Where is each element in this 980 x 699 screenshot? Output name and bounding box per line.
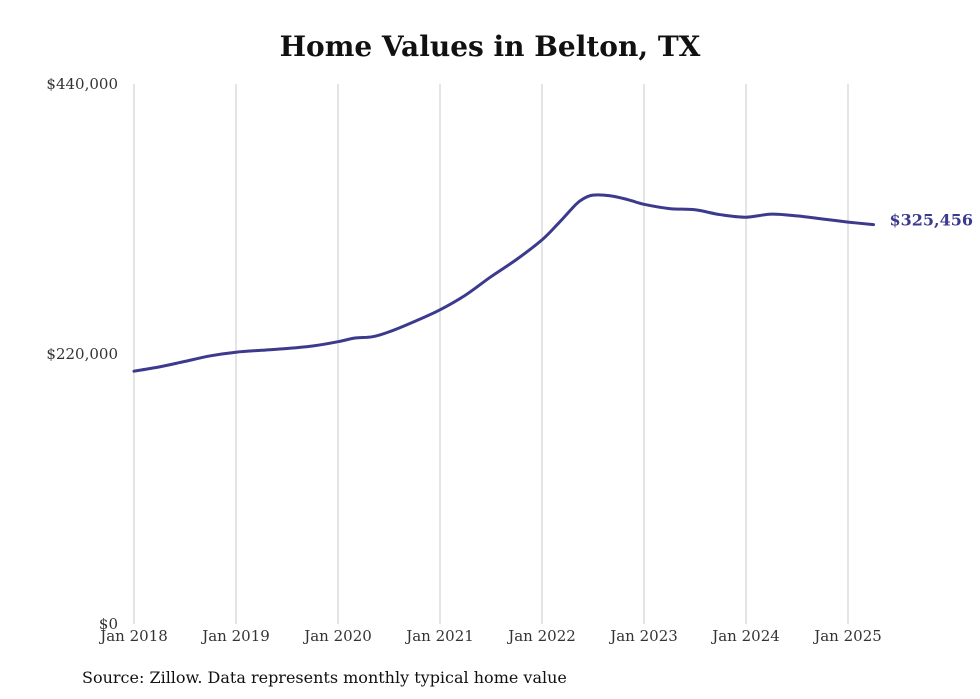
series-layer: [132, 193, 875, 373]
x-tick-label: Jan 2019: [200, 627, 270, 645]
grid-layer: [133, 84, 849, 624]
x-tick-label: Jan 2025: [812, 627, 882, 645]
y-axis-ticks: $0 $220,000 $440,000: [46, 75, 118, 633]
y-tick-label: $440,000: [46, 75, 118, 93]
x-tick-label: Jan 2023: [608, 627, 678, 645]
x-tick-label: Jan 2020: [302, 627, 372, 645]
x-tick-label: Jan 2022: [506, 627, 576, 645]
source-note: Source: Zillow. Data represents monthly …: [82, 668, 567, 687]
y-tick-label: $0: [99, 615, 118, 633]
y-tick-label: $220,000: [46, 345, 118, 363]
x-axis-ticks: Jan 2018 Jan 2019 Jan 2020 Jan 2021 Jan 2022…: [98, 627, 882, 645]
x-tick-label: Jan 2018: [98, 627, 168, 645]
label-layer: $325,456: [890, 211, 974, 230]
end-value-label: $325,456: [890, 211, 974, 230]
x-tick-label: Jan 2024: [710, 627, 780, 645]
series-line-0: [132, 193, 875, 373]
x-tick-label: Jan 2021: [404, 627, 474, 645]
chart-title: Home Values in Belton, TX: [279, 30, 701, 63]
